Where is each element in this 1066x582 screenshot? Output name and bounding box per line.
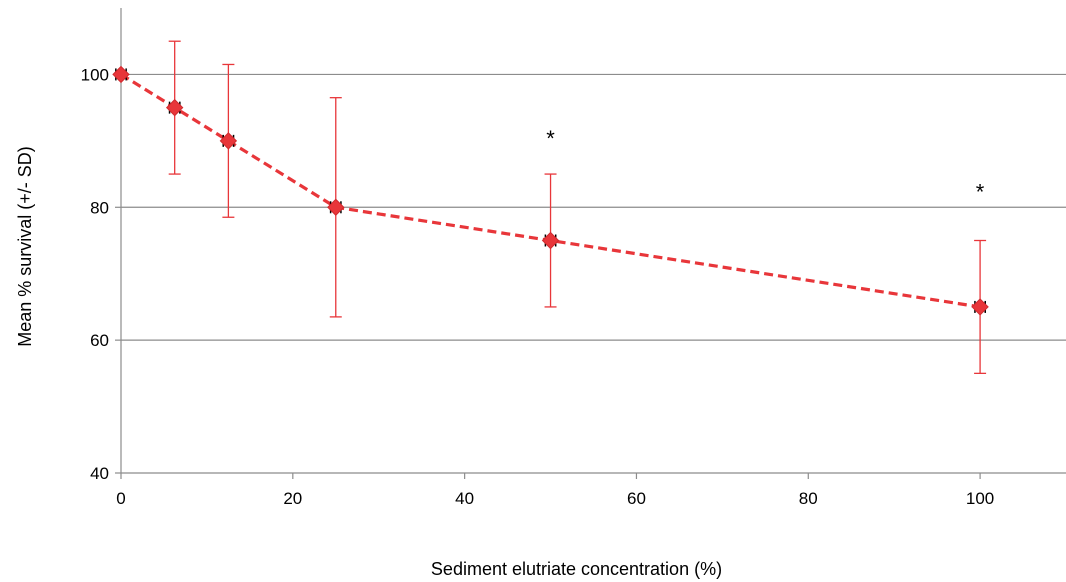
significance-marker: * (546, 126, 555, 151)
x-tick-label: 100 (966, 489, 994, 508)
data-point (112, 65, 130, 84)
marker-layer (112, 65, 989, 316)
label-layer: 40 60 80 100 0 20 40 60 80 100 Sediment elutriate … (15, 65, 994, 579)
data-point (165, 98, 184, 117)
grid-layer (121, 73, 1066, 341)
data-point (219, 132, 238, 150)
x-tick-label: 60 (627, 489, 646, 508)
x-tick-label: 40 (455, 489, 474, 508)
y-axis-title: Mean % survival (+/- SD) (15, 146, 35, 347)
series-line (120, 73, 981, 309)
axes-layer (115, 8, 1066, 479)
significance-marker: * (976, 179, 985, 204)
x-tick-label: 80 (799, 489, 818, 508)
x-tick-label: 20 (283, 489, 302, 508)
y-tick-label: 60 (90, 331, 109, 350)
data-point (327, 198, 345, 216)
y-tick-label: 80 (90, 198, 109, 217)
x-tick-label: 0 (116, 489, 125, 508)
data-point (541, 231, 560, 250)
y-tick-label: 100 (81, 65, 109, 84)
data-point (971, 298, 989, 316)
x-axis-title: Sediment elutriate concentration (%) (431, 559, 722, 579)
y-tick-label: 40 (90, 464, 109, 483)
